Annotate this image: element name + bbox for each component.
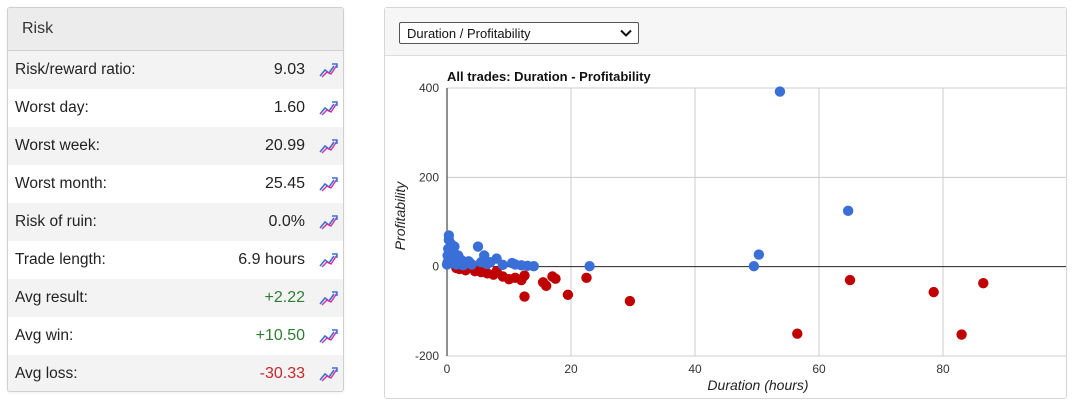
win-trade-point [748, 261, 760, 272]
risk-table: Risk/reward ratio: 9.03 Worst day: 1.60 Wors… [8, 51, 343, 391]
x-tick-label: 60 [812, 362, 826, 376]
loss-trade-point [550, 273, 561, 284]
chart-title: All trades: Duration - Profitability [447, 69, 651, 84]
loss-trade-point [978, 277, 989, 289]
loss-trade-point [519, 270, 530, 281]
chart-line-icon[interactable] [318, 365, 340, 383]
risk-panel-header: Risk [8, 8, 343, 51]
chart-line-icon[interactable] [318, 99, 340, 117]
chevron-down-icon [620, 29, 632, 37]
win-trade-point [449, 241, 460, 252]
risk-row-label: Worst week: [15, 137, 100, 154]
risk-row-label: Worst day: [15, 99, 89, 116]
win-trade-point [479, 250, 490, 261]
win-trade-point [842, 205, 854, 217]
win-trade-point [472, 241, 484, 252]
win-trade-point [528, 261, 539, 272]
x-tick-label: 20 [564, 362, 578, 376]
risk-row: Trade length: 6.9 hours [8, 241, 343, 279]
risk-row: Avg win: +10.50 [8, 317, 343, 355]
chart-line-icon[interactable] [318, 213, 340, 231]
chart-points [441, 86, 989, 340]
risk-row-value: 9.03 [273, 61, 305, 78]
y-tick-label: 200 [419, 170, 439, 184]
loss-trade-point [562, 289, 574, 301]
loss-trade-point [928, 286, 939, 298]
chart-line-icon[interactable] [318, 251, 340, 269]
risk-panel-title: Risk [22, 20, 54, 37]
risk-row: Risk of ruin: 0.0% [8, 203, 343, 241]
win-trade-point [497, 259, 508, 271]
chart-line-icon[interactable] [318, 61, 340, 79]
risk-row: Avg result: +2.22 [8, 279, 343, 317]
loss-trade-point [581, 272, 592, 284]
risk-row-label: Risk of ruin: [15, 213, 97, 230]
y-tick-label: 0 [432, 260, 439, 274]
x-tick-label: 80 [936, 362, 950, 376]
chart-toolbar: Duration / Profitability [385, 8, 1066, 56]
risk-row-label: Risk/reward ratio: [15, 61, 136, 78]
risk-row-value: +2.22 [264, 289, 305, 306]
risk-row-label: Avg loss: [15, 365, 78, 382]
risk-panel: Risk Risk/reward ratio: 9.03 Worst day: 1.6… [7, 7, 344, 392]
win-trade-point [774, 86, 786, 97]
x-tick-label: 40 [688, 362, 702, 376]
loss-trade-point [956, 329, 967, 340]
loss-trade-point [844, 274, 856, 286]
loss-trade-point [519, 291, 530, 302]
y-tick-label: -200 [415, 349, 439, 363]
chart-line-icon[interactable] [318, 175, 340, 193]
chart-axes: 0 20 40 60 80 -200 0 200 400 [415, 81, 950, 376]
risk-row-value: +10.50 [255, 327, 305, 344]
chart-line-icon[interactable] [318, 289, 340, 307]
chart-grid [447, 87, 1066, 357]
risk-row: Worst week: 20.99 [8, 127, 343, 165]
risk-row-value: 0.0% [268, 213, 305, 230]
win-trade-point [466, 259, 477, 270]
x-tick-label: 0 [444, 362, 451, 376]
loss-trade-point [792, 328, 803, 339]
risk-row: Worst day: 1.60 [8, 89, 343, 127]
risk-row-value: -30.33 [259, 365, 305, 382]
risk-row-value: 1.60 [273, 99, 305, 116]
loss-trade-point [541, 280, 552, 292]
chart-panel: Duration / Profitability 0 20 40 60 80 -200 0 2… [384, 7, 1067, 399]
risk-row-value: 25.45 [264, 175, 305, 192]
loss-trade-point [624, 295, 636, 307]
risk-row-value: 20.99 [264, 137, 305, 154]
chart-line-icon[interactable] [318, 327, 340, 345]
scatter-chart: 0 20 40 60 80 -200 0 200 400 All trades: Duratio… [392, 69, 1066, 393]
risk-row-label: Avg result: [15, 289, 88, 306]
risk-row: Worst month: 25.45 [8, 165, 343, 203]
chart-line-icon[interactable] [318, 137, 340, 155]
x-axis-label: Duration (hours) [707, 377, 808, 393]
chart-type-select[interactable]: Duration / Profitability [399, 22, 639, 44]
win-trade-point [753, 249, 765, 260]
y-axis-label: Profitability [392, 181, 408, 250]
risk-row-label: Worst month: [15, 175, 107, 192]
risk-row-label: Trade length: [15, 251, 106, 268]
risk-row-label: Avg win: [15, 327, 74, 344]
risk-row: Risk/reward ratio: 9.03 [8, 51, 343, 89]
chart-type-select-value: Duration / Profitability [407, 25, 531, 41]
win-trade-point [584, 261, 595, 272]
y-tick-label: 400 [419, 81, 439, 95]
risk-row: Avg loss: -30.33 [8, 355, 343, 391]
risk-row-value: 6.9 hours [238, 251, 305, 268]
